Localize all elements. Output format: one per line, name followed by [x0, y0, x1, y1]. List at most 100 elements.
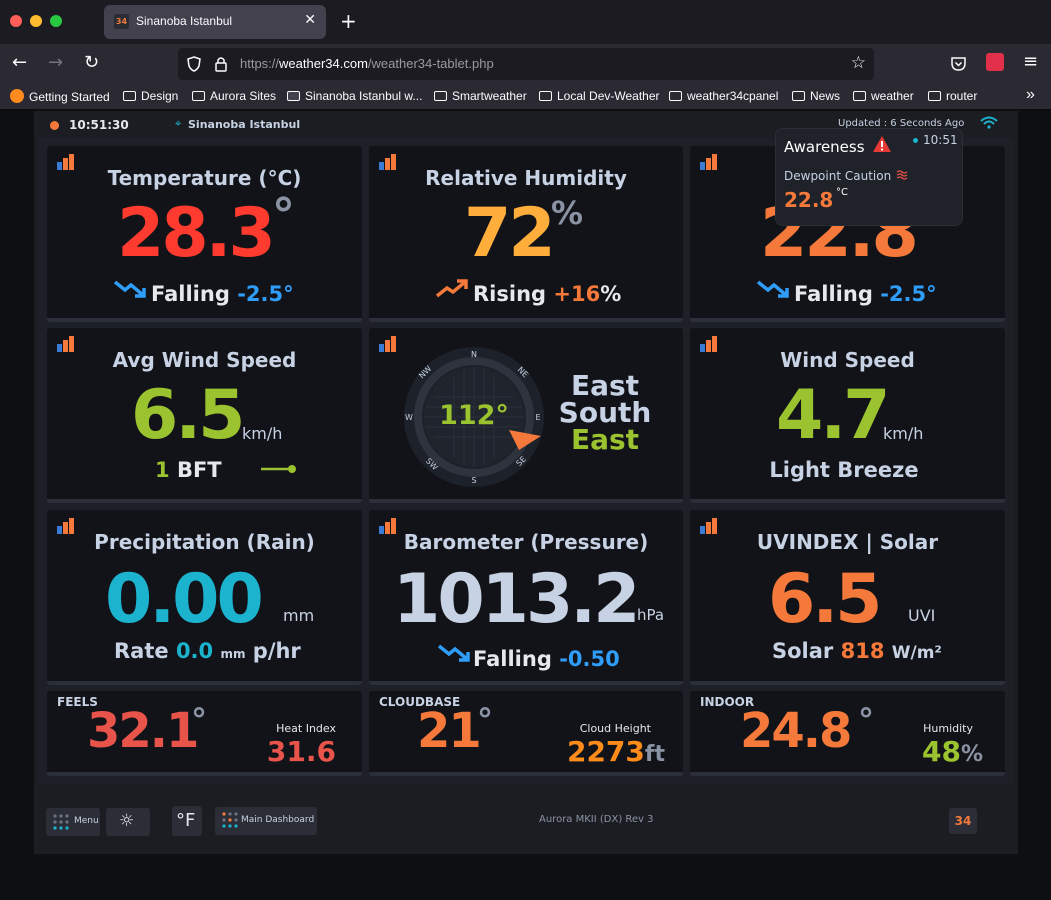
chart-icon[interactable] — [379, 336, 397, 352]
indoor-degree: ° — [858, 701, 874, 739]
rain-panel[interactable]: Precipitation (Rain) 0.00 mm Rate 0.0 mm… — [47, 510, 362, 685]
browser-tab[interactable]: 34 Sinanoba Istanbul ✕ — [104, 5, 326, 39]
wind-speed-panel[interactable]: Wind Speed 4.7 km/h Light Breeze — [690, 328, 1005, 503]
close-window-button[interactable] — [10, 15, 22, 27]
pressure-unit: hPa — [637, 606, 665, 624]
temperature-title: Temperature (°C) — [107, 166, 302, 190]
bookmark-design[interactable]: Design — [123, 89, 178, 103]
main-dashboard-button[interactable]: Main Dashboard — [215, 807, 317, 835]
wind-direction-arrow-icon — [509, 430, 541, 450]
indoor-panel[interactable]: INDOOR 24.8 ° Humidity 48% — [690, 691, 1005, 776]
location-pin-icon: ⌖ — [175, 117, 182, 130]
url-bar[interactable]: https://weather34.com/weather34-tablet.p… — [178, 48, 874, 80]
chart-icon[interactable] — [700, 154, 718, 170]
footer-bar: Menu ☼ °F Main Dashboard Aurora MKII (DX… — [34, 791, 1018, 854]
wind-indicator-icon — [261, 465, 296, 473]
chart-icon[interactable] — [700, 336, 718, 352]
current-time: 10:51:30 — [69, 118, 129, 132]
wind-description: Light Breeze — [769, 458, 919, 482]
back-icon[interactable]: ← — [12, 52, 28, 73]
dashboard-grid-icon — [222, 812, 238, 828]
beaufort-scale: 1 BFT — [155, 458, 222, 482]
bookmark-star-icon[interactable]: ☆ — [850, 53, 866, 73]
folder-icon — [434, 91, 447, 101]
theme-toggle-button[interactable]: ☼ — [106, 808, 150, 836]
humidity-title: Relative Humidity — [425, 166, 627, 190]
chart-icon[interactable] — [57, 336, 75, 352]
grid-menu-icon — [53, 814, 69, 830]
bookmark-aurora-sites[interactable]: Aurora Sites — [192, 89, 276, 103]
chart-icon[interactable] — [57, 518, 75, 534]
forward-icon[interactable]: → — [48, 52, 64, 73]
chart-icon[interactable] — [379, 518, 397, 534]
wind-direction-panel[interactable]: N NE E SE S SW W NW 112° East South East — [369, 328, 683, 503]
unit-toggle-button[interactable]: °F — [172, 806, 202, 836]
bookmark-getting-started[interactable]: Getting Started — [10, 89, 110, 104]
site-favicon-icon: 34 — [114, 14, 129, 29]
url-text: https://weather34.com/weather34-tablet.p… — [240, 56, 494, 71]
heat-index-value: 31.6 — [266, 735, 336, 768]
feels-label: FEELS — [57, 695, 98, 709]
temperature-trend: Falling -2.5° — [151, 282, 294, 306]
minimize-window-button[interactable] — [30, 15, 42, 27]
bookmark-weather[interactable]: weather — [853, 89, 914, 103]
rain-rate: Rate 0.0 mm p/hr — [114, 639, 301, 663]
chart-icon[interactable] — [700, 518, 718, 534]
humidity-panel[interactable]: Relative Humidity 72 % Rising +16% — [369, 146, 683, 322]
weather34-logo-icon[interactable]: 34 — [949, 808, 977, 834]
bookmark-router[interactable]: router — [928, 89, 977, 103]
bookmark-local-dev[interactable]: Local Dev-Weather — [539, 89, 660, 103]
avg-wind-title: Avg Wind Speed — [112, 348, 297, 372]
cloud-height-label: Cloud Height — [579, 722, 651, 735]
cloudbase-label: CLOUDBASE — [379, 695, 461, 709]
uv-unit: UVI — [908, 606, 936, 625]
temperature-value: 28.3 — [117, 194, 276, 273]
bookmark-news[interactable]: News — [792, 89, 840, 103]
pressure-panel[interactable]: Barometer (Pressure) 1013.2 hPa Falling … — [369, 510, 683, 685]
humidity-value: 72 — [464, 194, 556, 273]
wind-direction-text: East South East — [558, 369, 652, 456]
extension-icon[interactable] — [986, 53, 1004, 71]
bookmark-sinanoba[interactable]: Sinanoba Istanbul w... — [287, 89, 422, 103]
reload-icon[interactable]: ↻ — [84, 52, 100, 73]
feels-degree: ° — [191, 701, 207, 739]
temperature-degree: ° — [272, 188, 295, 242]
bookmark-weather34cpanel[interactable]: weather34cpanel — [669, 89, 778, 103]
menu-label: Menu — [74, 816, 99, 826]
dewpoint-caution: Dewpoint Caution — [784, 169, 892, 183]
awareness-unit: °C — [836, 187, 848, 198]
tracking-shield-icon[interactable] — [186, 56, 202, 72]
feels-panel[interactable]: FEELS 32.1 ° Heat Index 31.6 — [47, 691, 362, 776]
awareness-time: 10:51 — [923, 133, 958, 147]
cloudbase-degree: ° — [477, 701, 493, 739]
temperature-panel[interactable]: Temperature (°C) 28.3 ° Falling -2.5° — [47, 146, 362, 322]
new-tab-icon[interactable]: + — [340, 9, 357, 33]
humidity-trend: Rising +16% — [473, 282, 622, 306]
indoor-value: 24.8 — [740, 703, 852, 759]
avg-wind-panel[interactable]: Avg Wind Speed 6.5 km/h 1 BFT — [47, 328, 362, 503]
site-favicon-icon — [287, 91, 300, 101]
lock-icon[interactable] — [214, 56, 228, 72]
bookmark-smartweather[interactable]: Smartweather — [434, 89, 527, 103]
indoor-humidity-label: Humidity — [923, 722, 973, 735]
falling-trend-icon — [756, 280, 789, 298]
updated-status: Updated : 6 Seconds Ago — [838, 118, 965, 129]
compass-label-s: S — [471, 476, 476, 485]
close-tab-icon[interactable]: ✕ — [304, 12, 316, 28]
firefox-icon — [10, 89, 24, 103]
awareness-popup[interactable]: Awareness 10:51 Dewpoint Caution 22.8 °C — [775, 128, 963, 226]
uv-panel[interactable]: UVINDEX | Solar 6.5 UVI Solar 818 W/m² — [690, 510, 1005, 685]
wind-compass: N NE E SE S SW W NW — [404, 347, 544, 487]
main-dashboard-label: Main Dashboard — [241, 815, 315, 825]
falling-trend-icon — [113, 280, 146, 298]
status-bar: 10:51:30 ⌖ Sinanoba Istanbul Updated : 6… — [34, 111, 1018, 138]
bookmarks-overflow-icon[interactable]: » — [1026, 86, 1035, 103]
cloudbase-panel[interactable]: CLOUDBASE 21 ° Cloud Height 2273ft — [369, 691, 683, 776]
chart-icon[interactable] — [379, 154, 397, 170]
heat-index-label: Heat Index — [276, 722, 336, 735]
menu-button[interactable]: Menu — [46, 808, 100, 836]
chart-icon[interactable] — [57, 154, 75, 170]
maximize-window-button[interactable] — [50, 15, 62, 27]
hamburger-menu-icon[interactable]: ≡ — [1023, 51, 1039, 72]
pocket-icon[interactable] — [950, 56, 967, 72]
